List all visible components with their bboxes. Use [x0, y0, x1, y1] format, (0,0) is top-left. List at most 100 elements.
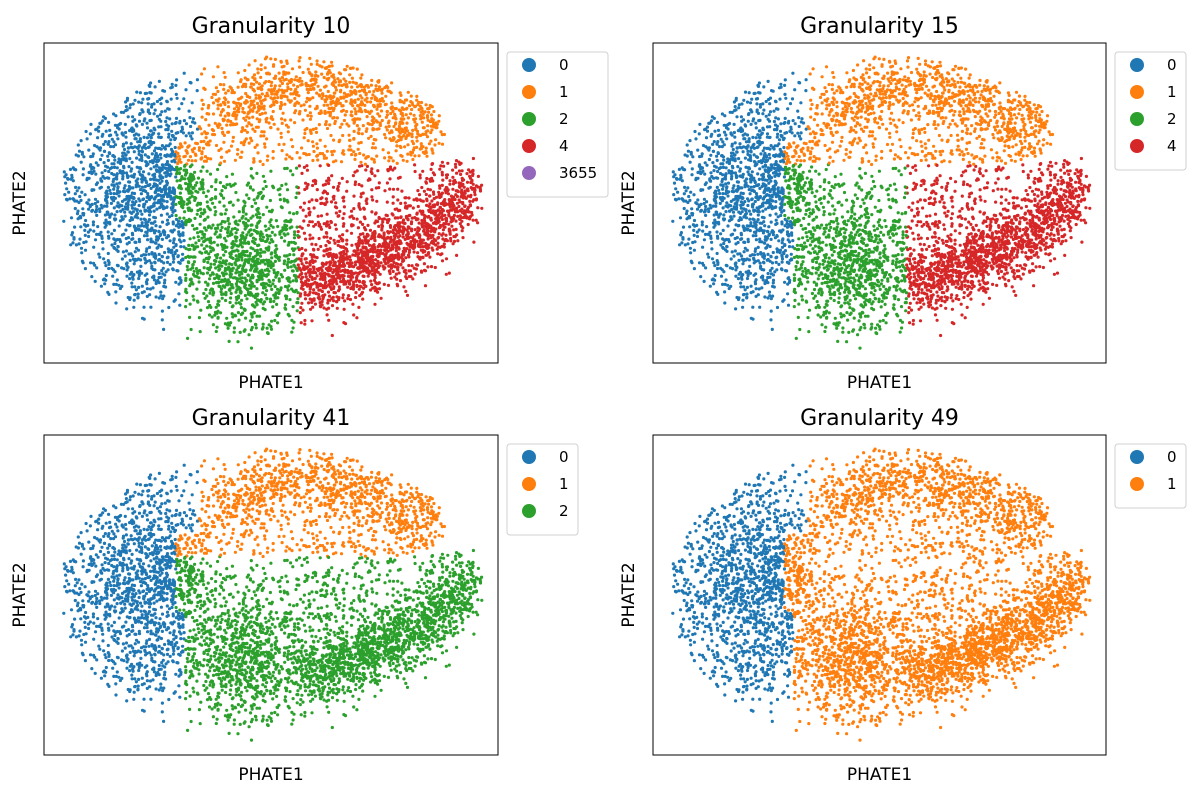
point-series-2: [242, 329, 246, 333]
point-series-0: [164, 179, 169, 183]
point-series-1: [387, 119, 391, 123]
point-series-2: [189, 183, 193, 187]
point-series-4: [366, 241, 370, 245]
point-series-4: [382, 282, 386, 286]
point-series-4: [311, 236, 315, 240]
point-series-0: [170, 122, 174, 126]
point-series-2: [202, 232, 207, 237]
point-series-4: [316, 214, 320, 218]
point-series-1: [343, 68, 347, 72]
point-series-0: [144, 146, 148, 150]
point-series-0: [124, 262, 129, 266]
point-series-0: [174, 243, 178, 247]
point-series-2: [227, 288, 231, 292]
point-series-1: [419, 110, 423, 114]
point-series-4: [316, 292, 320, 296]
point-series-4: [424, 231, 428, 235]
point-series-4: [445, 189, 450, 193]
point-series-2: [277, 311, 281, 315]
point-series-4: [476, 221, 480, 225]
point-series-4: [421, 238, 425, 242]
point-series-1: [204, 118, 208, 122]
point-series-1: [347, 133, 351, 137]
point-series-1: [252, 103, 256, 107]
point-series-1: [338, 125, 342, 129]
point-series-0: [124, 100, 128, 104]
point-series-0: [143, 153, 147, 157]
point-series-0: [145, 287, 149, 291]
point-series-4: [388, 224, 392, 228]
point-series-0: [92, 229, 96, 233]
point-series-4: [338, 262, 342, 266]
point-series-2: [187, 191, 191, 195]
point-series-4: [444, 272, 448, 276]
point-series-4: [346, 297, 350, 301]
point-series-0: [152, 178, 156, 182]
point-series-4: [393, 227, 397, 232]
point-series-0: [195, 78, 199, 82]
point-series-4: [325, 231, 329, 235]
point-series-2: [228, 269, 232, 274]
point-series-0: [155, 158, 159, 162]
point-series-4: [421, 169, 425, 173]
point-series-2: [234, 271, 238, 275]
point-series-1: [276, 96, 280, 100]
point-series-4: [416, 226, 420, 230]
point-series-0: [95, 204, 99, 209]
point-series-0: [145, 121, 149, 125]
point-series-4: [387, 245, 391, 249]
point-series-4: [453, 235, 457, 239]
point-series-4: [401, 259, 405, 263]
point-series-2: [202, 291, 206, 296]
point-series-4: [440, 191, 444, 195]
point-series-2: [205, 169, 209, 173]
point-series-1: [380, 91, 384, 95]
point-series-4: [395, 277, 399, 281]
point-series-4: [429, 211, 433, 215]
point-series-1: [307, 97, 311, 101]
point-series-2: [220, 219, 225, 224]
point-series-0: [139, 254, 144, 258]
point-series-0: [84, 129, 88, 134]
point-series-0: [168, 174, 172, 178]
point-series-2: [268, 300, 273, 304]
point-series-1: [385, 128, 389, 132]
point-series-2: [211, 323, 215, 327]
point-series-4: [345, 238, 349, 242]
point-series-4: [321, 294, 325, 298]
point-series-0: [140, 212, 144, 216]
point-series-4: [389, 276, 393, 280]
point-series-2: [202, 240, 206, 244]
point-series-4: [474, 198, 478, 202]
point-series-4: [450, 208, 454, 212]
point-series-0: [128, 277, 132, 281]
point-series-4: [426, 252, 430, 256]
point-series-2: [208, 291, 212, 295]
point-series-4: [353, 249, 357, 253]
point-series-1: [387, 124, 391, 128]
point-series-2: [175, 179, 179, 183]
point-series-2: [216, 303, 221, 307]
point-series-0: [158, 206, 162, 210]
point-series-0: [142, 305, 146, 309]
point-series-4: [354, 295, 358, 300]
point-series-0: [140, 223, 144, 228]
point-series-1: [430, 128, 434, 132]
point-series-4: [330, 282, 334, 286]
point-series-1: [345, 109, 349, 114]
point-series-1: [323, 85, 327, 89]
point-series-1: [259, 99, 263, 103]
point-series-0: [163, 278, 167, 282]
point-series-0: [121, 217, 125, 221]
point-series-1: [432, 109, 436, 114]
point-series-4: [320, 268, 324, 272]
point-series-4: [441, 178, 445, 182]
point-series-1: [297, 59, 301, 63]
point-series-1: [371, 142, 375, 146]
point-series-1: [421, 132, 425, 136]
point-series-1: [299, 104, 303, 108]
point-series-0: [145, 225, 149, 230]
point-series-0: [73, 225, 77, 229]
point-series-2: [230, 246, 234, 250]
